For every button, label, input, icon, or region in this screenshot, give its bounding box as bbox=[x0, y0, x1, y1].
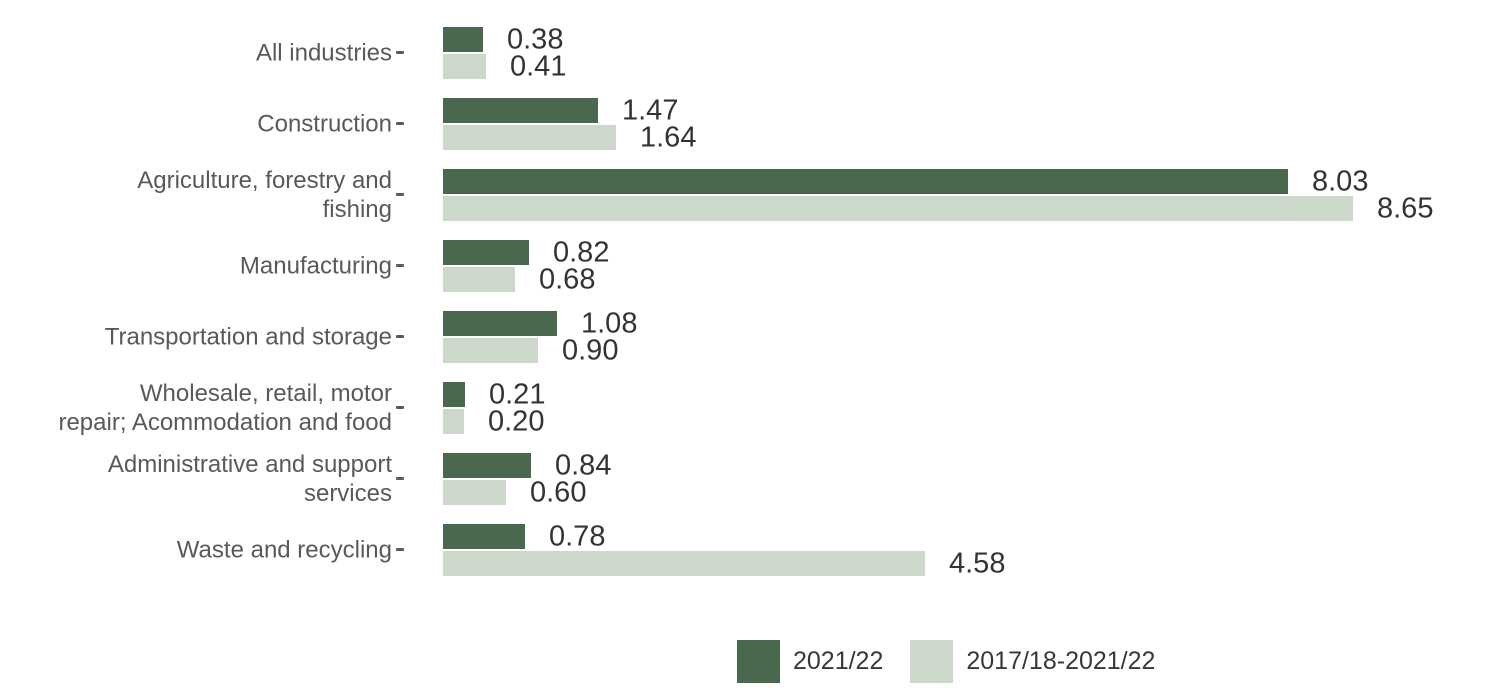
value-label: 0.84 bbox=[555, 449, 612, 481]
value-label: 0.20 bbox=[488, 405, 545, 437]
axis-tick-mark bbox=[396, 477, 404, 480]
axis-tick-mark bbox=[396, 335, 404, 338]
category-label: Agriculture, forestry and fishing bbox=[137, 167, 392, 223]
bar-2021-22 bbox=[443, 240, 529, 265]
value-label: 8.03 bbox=[1312, 165, 1369, 197]
value-label: 0.78 bbox=[549, 520, 606, 552]
axis-tick-mark bbox=[396, 264, 404, 267]
axis-tick-mark bbox=[396, 51, 404, 54]
value-label: 1.08 bbox=[581, 307, 638, 339]
bar-2017-18-2021-22 bbox=[443, 54, 486, 79]
value-label: 0.21 bbox=[489, 378, 546, 410]
axis-tick-mark bbox=[396, 122, 404, 125]
value-label: 0.60 bbox=[530, 476, 587, 508]
bar-2021-22 bbox=[443, 27, 483, 52]
category-label: Transportation and storage bbox=[104, 323, 392, 351]
value-label: 0.82 bbox=[553, 236, 610, 268]
category-label: Waste and recycling bbox=[176, 536, 392, 564]
axis-tick-mark bbox=[396, 193, 404, 196]
legend: 2021/22 2017/18-2021/22 bbox=[737, 640, 1182, 683]
legend-swatch-2017-18-2021-22 bbox=[910, 640, 954, 683]
axis-tick-mark bbox=[396, 548, 404, 551]
category-label: Manufacturing bbox=[239, 252, 392, 280]
value-label: 4.58 bbox=[949, 547, 1006, 579]
axis-tick-mark bbox=[396, 406, 404, 409]
bar-2021-22 bbox=[443, 524, 525, 549]
bar-2017-18-2021-22 bbox=[443, 338, 538, 363]
category-label: Administrative and support services bbox=[107, 451, 392, 507]
category-label: Construction bbox=[257, 110, 392, 138]
category-label: Wholesale, retail, motor repair; Acommod… bbox=[58, 380, 392, 436]
bar-2017-18-2021-22 bbox=[443, 409, 464, 434]
bar-2017-18-2021-22 bbox=[443, 125, 616, 150]
value-label: 0.41 bbox=[510, 50, 567, 82]
bar-2017-18-2021-22 bbox=[443, 551, 925, 576]
legend-swatch-2021-22 bbox=[737, 640, 780, 683]
bar-2021-22 bbox=[443, 98, 598, 123]
value-label: 1.64 bbox=[640, 121, 697, 153]
bar-2017-18-2021-22 bbox=[443, 196, 1353, 221]
bar-2021-22 bbox=[443, 311, 557, 336]
value-label: 0.38 bbox=[507, 23, 564, 55]
category-label: All industries bbox=[255, 39, 392, 67]
bar-2021-22 bbox=[443, 169, 1288, 194]
value-label: 0.90 bbox=[562, 334, 619, 366]
value-label: 0.68 bbox=[539, 263, 596, 295]
value-label: 8.65 bbox=[1377, 192, 1434, 224]
bar-2021-22 bbox=[443, 453, 531, 478]
bar-2017-18-2021-22 bbox=[443, 267, 515, 292]
legend-label-2021-22: 2021/22 bbox=[793, 647, 884, 675]
value-label: 1.47 bbox=[622, 94, 679, 126]
legend-label-2017-18-2021-22: 2017/18-2021/22 bbox=[966, 647, 1156, 675]
bar-2017-18-2021-22 bbox=[443, 480, 506, 505]
bar-2021-22 bbox=[443, 382, 465, 407]
